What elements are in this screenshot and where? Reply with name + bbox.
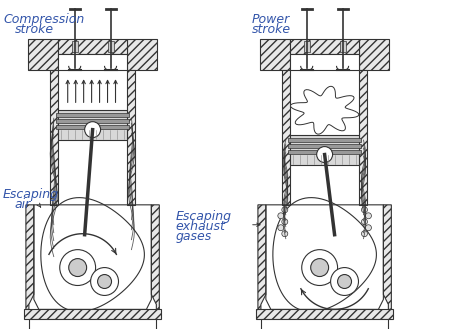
- Bar: [24, 310, 161, 319]
- Circle shape: [278, 225, 284, 231]
- Circle shape: [282, 207, 288, 213]
- Circle shape: [69, 259, 87, 277]
- Bar: [290, 135, 359, 165]
- Bar: [28, 39, 58, 70]
- Bar: [58, 54, 128, 70]
- Text: Escaping: Escaping: [175, 210, 231, 223]
- Bar: [50, 70, 58, 205]
- Bar: [290, 54, 359, 70]
- Text: Escaping: Escaping: [3, 188, 59, 201]
- Polygon shape: [258, 205, 266, 310]
- Text: air: air: [15, 198, 31, 211]
- Circle shape: [278, 213, 284, 219]
- Circle shape: [328, 229, 340, 241]
- Polygon shape: [383, 205, 392, 310]
- Circle shape: [79, 229, 91, 241]
- Text: Power: Power: [252, 13, 290, 26]
- Circle shape: [317, 147, 333, 162]
- Bar: [72, 41, 78, 52]
- Bar: [304, 41, 310, 52]
- Text: gases: gases: [175, 230, 211, 243]
- Bar: [56, 119, 129, 123]
- Bar: [261, 319, 388, 330]
- Circle shape: [85, 122, 100, 138]
- Circle shape: [365, 213, 372, 219]
- Bar: [288, 150, 362, 154]
- Bar: [29, 319, 156, 330]
- Bar: [339, 41, 346, 52]
- Bar: [128, 70, 136, 205]
- Bar: [290, 39, 359, 54]
- Circle shape: [362, 207, 367, 213]
- Bar: [288, 144, 362, 148]
- Bar: [260, 39, 290, 70]
- Circle shape: [98, 275, 111, 288]
- Circle shape: [362, 231, 367, 237]
- Polygon shape: [291, 86, 359, 134]
- Circle shape: [330, 268, 358, 295]
- Bar: [288, 138, 362, 142]
- Bar: [56, 113, 129, 117]
- Polygon shape: [41, 198, 145, 312]
- Circle shape: [91, 268, 118, 295]
- Bar: [359, 39, 389, 70]
- Bar: [359, 70, 367, 205]
- Bar: [58, 39, 128, 54]
- Circle shape: [322, 222, 347, 248]
- Bar: [108, 41, 113, 52]
- Circle shape: [282, 231, 288, 237]
- Bar: [256, 310, 393, 319]
- Text: stroke: stroke: [15, 22, 54, 36]
- Text: Compression: Compression: [3, 13, 84, 26]
- Circle shape: [365, 225, 372, 231]
- Circle shape: [310, 259, 328, 277]
- Circle shape: [60, 249, 96, 285]
- Text: stroke: stroke: [252, 22, 291, 36]
- Text: exhaust: exhaust: [175, 220, 225, 233]
- Bar: [58, 110, 128, 140]
- Circle shape: [362, 219, 367, 225]
- Bar: [128, 39, 157, 70]
- Polygon shape: [151, 205, 159, 310]
- Circle shape: [282, 219, 288, 225]
- Polygon shape: [273, 198, 376, 312]
- Bar: [56, 125, 129, 129]
- Circle shape: [337, 275, 352, 288]
- Bar: [282, 70, 290, 205]
- Circle shape: [302, 249, 337, 285]
- Circle shape: [72, 222, 98, 248]
- Polygon shape: [26, 205, 34, 310]
